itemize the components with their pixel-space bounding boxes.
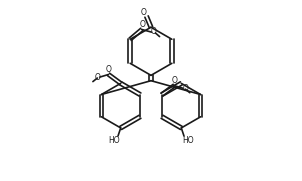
Text: O: O xyxy=(140,20,146,29)
Text: HO: HO xyxy=(108,136,119,146)
Text: HO: HO xyxy=(183,136,194,146)
Text: O: O xyxy=(151,28,157,36)
Text: O: O xyxy=(95,73,100,82)
Text: O: O xyxy=(141,8,147,17)
Text: O: O xyxy=(106,65,111,74)
Text: O: O xyxy=(171,76,177,85)
Text: O: O xyxy=(182,84,188,93)
